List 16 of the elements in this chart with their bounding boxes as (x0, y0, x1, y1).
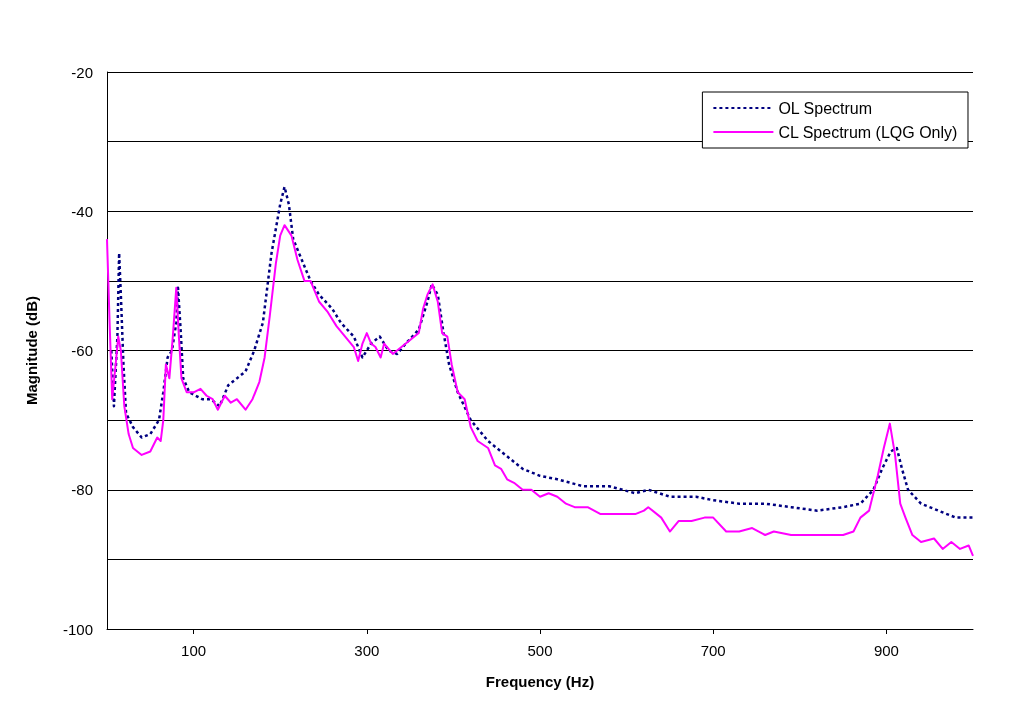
y-axis-title: Magnitude (dB) (23, 295, 40, 406)
x-tick-label: 500 (527, 642, 553, 659)
x-axis-title: Frequency (Hz) (485, 673, 595, 690)
y-tick-label: -100 (62, 620, 93, 638)
line-series (106, 224, 974, 557)
y-tick-label: -80 (71, 481, 93, 499)
x-tick-label: 700 (700, 642, 726, 659)
y-tick-label: -20 (71, 63, 93, 81)
x-tick-label: 900 (873, 642, 899, 659)
y-tick-label: -40 (71, 202, 93, 220)
legend-label: OL Spectrum (778, 99, 873, 117)
line-series (110, 185, 975, 519)
x-tick-label: 100 (181, 642, 207, 659)
y-tick-label: -60 (71, 342, 93, 359)
legend-label: CL Spectrum (LQG Only) (778, 123, 958, 141)
x-tick-label: 300 (354, 642, 380, 659)
